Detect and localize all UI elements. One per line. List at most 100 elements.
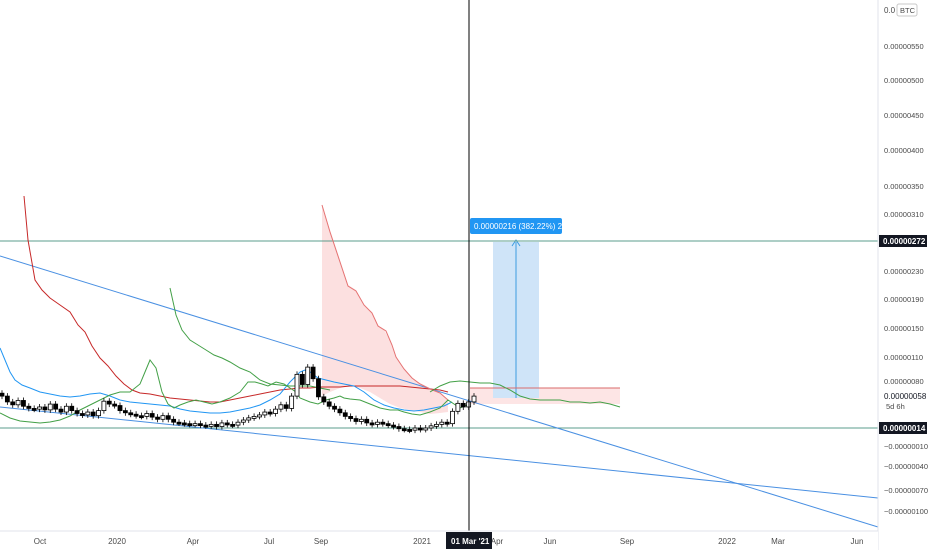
candle[interactable] xyxy=(230,423,236,427)
measure-label-bg[interactable] xyxy=(470,218,562,234)
candle[interactable] xyxy=(428,425,434,429)
candle[interactable] xyxy=(208,423,214,427)
crosshair-date-label: 01 Mar '21 xyxy=(451,537,490,546)
candle[interactable] xyxy=(396,426,402,430)
candle[interactable] xyxy=(96,410,101,417)
candle[interactable] xyxy=(128,412,134,416)
candle[interactable] xyxy=(101,400,107,412)
candle[interactable] xyxy=(326,401,332,407)
candle[interactable] xyxy=(15,400,21,406)
candle[interactable] xyxy=(262,411,268,416)
candle[interactable] xyxy=(144,413,150,417)
candle[interactable] xyxy=(203,424,209,428)
candle[interactable] xyxy=(257,414,262,418)
candle[interactable] xyxy=(401,428,407,432)
candle[interactable] xyxy=(342,412,348,417)
candle[interactable] xyxy=(417,427,423,431)
candle[interactable] xyxy=(155,416,160,420)
candle[interactable] xyxy=(181,422,187,426)
candle[interactable] xyxy=(460,402,466,408)
candle[interactable] xyxy=(133,413,139,417)
candle[interactable] xyxy=(337,408,343,414)
candle[interactable] xyxy=(139,415,144,419)
candle[interactable] xyxy=(278,404,284,410)
x-tick-label: Jun xyxy=(851,537,864,546)
candle[interactable] xyxy=(407,429,413,432)
candle[interactable] xyxy=(423,427,429,431)
candle[interactable] xyxy=(450,410,455,425)
currency-badge-bg[interactable] xyxy=(896,3,918,17)
candle[interactable] xyxy=(69,405,75,412)
candle[interactable] xyxy=(364,418,370,424)
candle[interactable] xyxy=(267,411,273,415)
candle[interactable] xyxy=(316,378,321,398)
candle[interactable] xyxy=(90,411,96,417)
candle[interactable] xyxy=(305,366,311,385)
candle[interactable] xyxy=(176,421,182,425)
candle[interactable] xyxy=(251,416,257,419)
candle[interactable] xyxy=(235,421,241,426)
candle[interactable] xyxy=(31,408,37,411)
lower-trendline[interactable] xyxy=(0,406,879,499)
upper-trendline[interactable] xyxy=(0,255,879,528)
candle[interactable] xyxy=(165,415,171,420)
candle[interactable] xyxy=(192,423,198,427)
candle[interactable] xyxy=(10,401,16,406)
candle[interactable] xyxy=(273,408,278,414)
candle[interactable] xyxy=(214,423,219,427)
candle[interactable] xyxy=(74,410,80,414)
candle[interactable] xyxy=(321,396,327,403)
candle[interactable] xyxy=(4,395,10,403)
candle[interactable] xyxy=(444,421,450,425)
candle[interactable] xyxy=(117,405,123,412)
current-price-label: 0.00000058 xyxy=(884,392,927,401)
candle[interactable] xyxy=(42,406,48,411)
candle[interactable] xyxy=(289,395,295,409)
candle[interactable] xyxy=(149,413,155,418)
time-axis[interactable] xyxy=(0,531,878,550)
candle[interactable] xyxy=(63,405,69,413)
candle[interactable] xyxy=(160,415,166,420)
candle[interactable] xyxy=(283,404,289,409)
candle[interactable] xyxy=(385,423,391,427)
candle[interactable] xyxy=(434,423,439,427)
candle[interactable] xyxy=(187,423,193,427)
candle[interactable] xyxy=(412,427,418,431)
candle[interactable] xyxy=(471,395,477,403)
candle[interactable] xyxy=(375,421,380,425)
candle[interactable] xyxy=(58,408,64,413)
candle[interactable] xyxy=(80,413,85,416)
candle[interactable] xyxy=(47,403,53,411)
candle[interactable] xyxy=(26,405,32,409)
candle[interactable] xyxy=(380,421,386,425)
candle[interactable] xyxy=(246,417,252,421)
candle[interactable] xyxy=(37,406,42,410)
candle[interactable] xyxy=(0,392,5,397)
candle[interactable] xyxy=(391,424,396,428)
candle[interactable] xyxy=(219,422,225,427)
candle[interactable] xyxy=(353,418,359,422)
candle[interactable] xyxy=(85,411,91,416)
candle[interactable] xyxy=(439,421,445,425)
candle[interactable] xyxy=(455,402,461,412)
candle[interactable] xyxy=(358,418,364,422)
candle[interactable] xyxy=(171,418,177,423)
candle[interactable] xyxy=(122,410,128,414)
candle[interactable] xyxy=(299,373,305,385)
candle[interactable] xyxy=(348,416,354,419)
candle[interactable] xyxy=(240,419,246,423)
x-tick-label: Jul xyxy=(264,537,274,546)
candle[interactable] xyxy=(224,422,230,426)
candle[interactable] xyxy=(294,373,300,397)
candle[interactable] xyxy=(53,403,59,410)
candle[interactable] xyxy=(332,405,337,410)
candle[interactable] xyxy=(369,422,375,426)
candle[interactable] xyxy=(112,403,118,407)
candle[interactable] xyxy=(21,400,26,407)
candle[interactable] xyxy=(310,366,316,380)
candle[interactable] xyxy=(106,400,112,405)
price-axis[interactable] xyxy=(878,0,932,531)
candle[interactable] xyxy=(198,423,203,427)
